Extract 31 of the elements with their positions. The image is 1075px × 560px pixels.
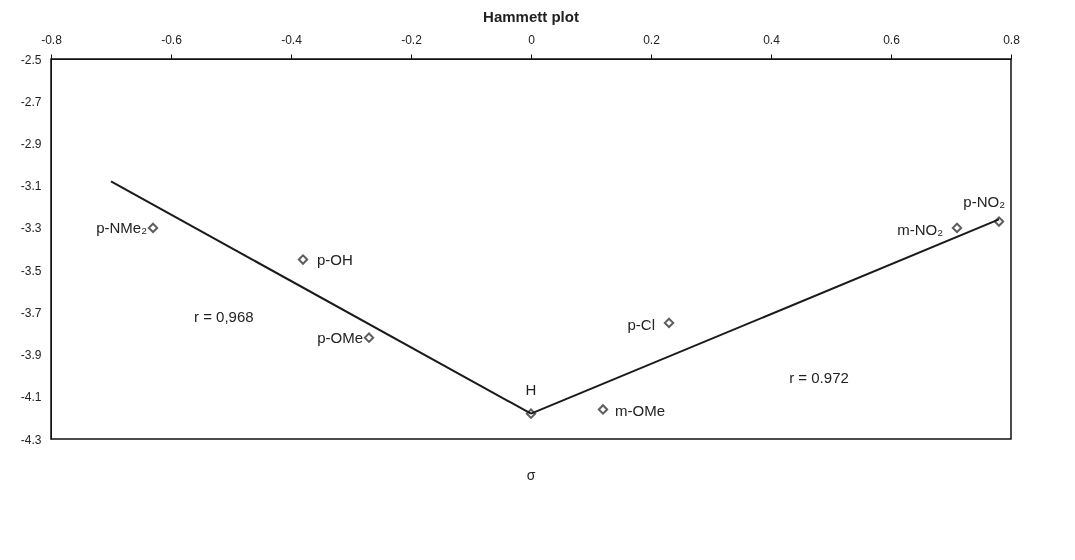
x-tick-label: 0.6	[883, 32, 901, 47]
x-tick-label: -0.6	[161, 32, 183, 47]
y-tick-label: -3.7	[20, 305, 42, 320]
y-tick-label: -3.3	[20, 221, 42, 236]
x-tick-label: -0.4	[281, 32, 303, 47]
x-tick-label: -0.8	[41, 32, 63, 47]
y-tick-label: -2.9	[20, 136, 42, 151]
annotation: p-OMe	[317, 328, 363, 346]
annotation: m-OMe	[615, 402, 665, 420]
annotation: r = 0.972	[789, 369, 849, 387]
y-tick-label: -3.1	[20, 179, 42, 194]
annotation: m-NO₂	[897, 220, 944, 238]
x-axis-title: σ	[526, 467, 536, 483]
y-tick-label: -4.3	[20, 432, 42, 447]
annotation: r = 0,968	[193, 308, 254, 326]
y-tick-label: -4.1	[20, 390, 42, 405]
y-tick-label: -3.9	[20, 348, 42, 363]
y-tick-label: -3.5	[20, 263, 42, 278]
annotation: p-Cl	[627, 315, 655, 333]
y-tick-label: -2.7	[20, 94, 42, 109]
x-tick-label: -0.2	[401, 32, 423, 47]
x-tick-label: 0.2	[643, 32, 661, 47]
y-tick-label: -2.5	[20, 52, 42, 67]
annotation: p-OH	[317, 250, 353, 268]
annotation: H	[525, 380, 537, 398]
x-tick-label: 0	[528, 32, 536, 47]
x-tick-label: 0.4	[763, 32, 781, 47]
chart-title: Hammett plot	[483, 8, 579, 25]
annotation: p-NMe₂	[96, 218, 148, 236]
annotation: p-NO₂	[963, 192, 1006, 210]
x-tick-label: 0.8	[1003, 32, 1021, 47]
